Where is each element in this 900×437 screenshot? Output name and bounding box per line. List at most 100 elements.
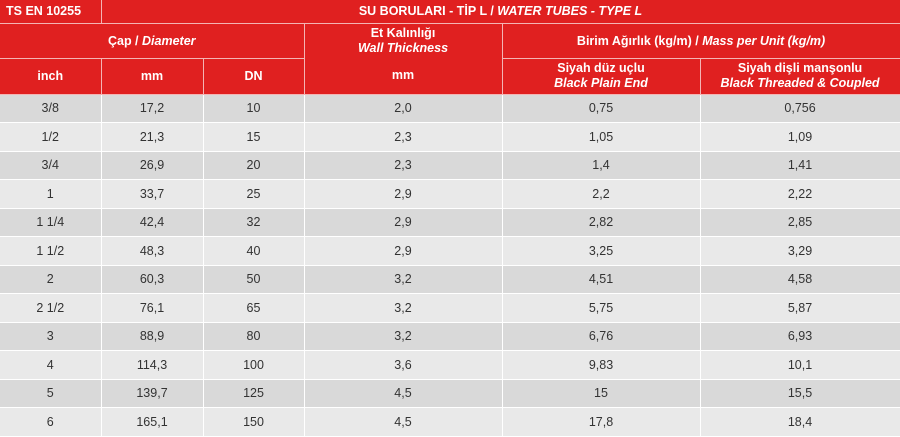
diameter-en: Diameter <box>142 33 196 48</box>
title-tr: SU BORULARI - TİP L / <box>358 4 498 19</box>
cell-mm: 114,3 <box>101 350 204 380</box>
cell-mm: 42,4 <box>101 208 204 237</box>
table-row: 1/2 21,3 15 2,3 1,05 1,09 <box>0 122 900 152</box>
cell-inch: 1 1/2 <box>0 236 102 266</box>
mass-group-header: Birim Ağırlık (kg/m) / Mass per Unit (kg… <box>502 23 900 59</box>
cell-mm: 76,1 <box>101 293 204 323</box>
cell-plain-end: 1,05 <box>502 122 701 152</box>
title-en: WATER TUBES - TYPE L <box>497 4 643 19</box>
cell-thickness: 2,3 <box>304 122 503 152</box>
cell-inch: 3/4 <box>0 151 102 180</box>
cell-thickness: 2,9 <box>304 179 503 209</box>
thickness-tr: Et Kalınlığı <box>370 25 436 40</box>
cell-threaded: 4,58 <box>700 265 900 294</box>
cell-thickness: 2,9 <box>304 208 503 237</box>
cell-dn: 100 <box>203 350 305 380</box>
cell-threaded: 6,93 <box>700 322 900 351</box>
cell-inch: 5 <box>0 379 102 408</box>
cell-dn: 10 <box>203 94 305 123</box>
mass-tr: Birim Ağırlık (kg/m) / <box>576 33 703 48</box>
cell-inch: 4 <box>0 350 102 380</box>
cell-plain-end: 9,83 <box>502 350 701 380</box>
cell-plain-end: 15 <box>502 379 701 408</box>
wall-thickness-group-header: Et Kalınlığı Wall Thickness mm <box>304 23 503 95</box>
table-row: 6 165,1 150 4,5 17,8 18,4 <box>0 407 900 437</box>
cell-threaded: 5,87 <box>700 293 900 323</box>
plain-en: Black Plain End <box>554 76 648 90</box>
cell-plain-end: 2,82 <box>502 208 701 237</box>
cell-threaded: 15,5 <box>700 379 900 408</box>
cell-mm: 17,2 <box>101 94 204 123</box>
table-row: 2 1/2 76,1 65 3,2 5,75 5,87 <box>0 293 900 323</box>
table-row: 4 114,3 100 3,6 9,83 10,1 <box>0 350 900 380</box>
cell-dn: 65 <box>203 293 305 323</box>
cell-inch: 1/2 <box>0 122 102 152</box>
table-row: 2 60,3 50 3,2 4,51 4,58 <box>0 265 900 294</box>
table-row: 3 88,9 80 3,2 6,76 6,93 <box>0 322 900 351</box>
cell-plain-end: 6,76 <box>502 322 701 351</box>
cell-threaded: 10,1 <box>700 350 900 380</box>
cell-mm: 26,9 <box>101 151 204 180</box>
cell-mm: 88,9 <box>101 322 204 351</box>
header-row-title: TS EN 10255 SU BORULARI - TİP L / WATER … <box>0 0 900 24</box>
table-row: 1 1/2 48,3 40 2,9 3,25 3,29 <box>0 236 900 266</box>
cell-dn: 125 <box>203 379 305 408</box>
table-title: SU BORULARI - TİP L / WATER TUBES - TYPE… <box>101 0 900 24</box>
cell-dn: 25 <box>203 179 305 209</box>
table-row: 3/4 26,9 20 2,3 1,4 1,41 <box>0 151 900 180</box>
cell-plain-end: 1,4 <box>502 151 701 180</box>
cell-mm: 48,3 <box>101 236 204 266</box>
cell-thickness: 2,3 <box>304 151 503 180</box>
cell-threaded: 3,29 <box>700 236 900 266</box>
cell-plain-end: 17,8 <box>502 407 701 437</box>
table-row: 3/8 17,2 10 2,0 0,75 0,756 <box>0 94 900 123</box>
diameter-group-header: Çap / Diameter <box>0 23 305 59</box>
cell-threaded: 2,22 <box>700 179 900 209</box>
cell-threaded: 1,41 <box>700 151 900 180</box>
cell-thickness: 4,5 <box>304 379 503 408</box>
col-threaded-header: Siyah dişli manşonlu Black Threaded & Co… <box>700 58 900 95</box>
cell-inch: 2 <box>0 265 102 294</box>
cell-plain-end: 5,75 <box>502 293 701 323</box>
cell-thickness: 3,2 <box>304 265 503 294</box>
header-row-columns: inch mm DN Siyah düz uçlu Black Plain En… <box>0 58 900 95</box>
cell-plain-end: 3,25 <box>502 236 701 266</box>
cell-mm: 139,7 <box>101 379 204 408</box>
cell-thickness: 3,2 <box>304 322 503 351</box>
cell-thickness: 2,0 <box>304 94 503 123</box>
cell-dn: 40 <box>203 236 305 266</box>
table-body: 3/8 17,2 10 2,0 0,75 0,756 1/2 21,3 15 2… <box>0 94 900 437</box>
mass-en: Mass per Unit (kg/m) <box>702 33 826 48</box>
cell-threaded: 18,4 <box>700 407 900 437</box>
cell-inch: 3/8 <box>0 94 102 123</box>
thickness-unit: mm <box>391 67 415 82</box>
threaded-tr: Siyah dişli manşonlu <box>737 61 863 75</box>
table-row: 1 33,7 25 2,9 2,2 2,22 <box>0 179 900 209</box>
diameter-tr: Çap / <box>107 33 143 48</box>
cell-mm: 165,1 <box>101 407 204 437</box>
cell-dn: 150 <box>203 407 305 437</box>
cell-dn: 50 <box>203 265 305 294</box>
header-row-groups: Çap / Diameter Et Kalınlığı Wall Thickne… <box>0 23 900 95</box>
cell-mm: 21,3 <box>101 122 204 152</box>
col-inch-header: inch <box>0 58 102 95</box>
cell-inch: 2 1/2 <box>0 293 102 323</box>
threaded-en: Black Threaded & Coupled <box>720 76 880 90</box>
cell-thickness: 2,9 <box>304 236 503 266</box>
cell-plain-end: 0,75 <box>502 94 701 123</box>
cell-threaded: 0,756 <box>700 94 900 123</box>
col-plain-end-header: Siyah düz uçlu Black Plain End <box>502 58 701 95</box>
cell-inch: 1 1/4 <box>0 208 102 237</box>
cell-dn: 15 <box>203 122 305 152</box>
cell-threaded: 1,09 <box>700 122 900 152</box>
cell-inch: 1 <box>0 179 102 209</box>
cell-thickness: 4,5 <box>304 407 503 437</box>
col-mm-header: mm <box>101 58 204 95</box>
cell-dn: 32 <box>203 208 305 237</box>
col-dn-header: DN <box>203 58 305 95</box>
cell-threaded: 2,85 <box>700 208 900 237</box>
cell-mm: 60,3 <box>101 265 204 294</box>
thickness-en: Wall Thickness <box>357 40 449 55</box>
cell-thickness: 3,6 <box>304 350 503 380</box>
